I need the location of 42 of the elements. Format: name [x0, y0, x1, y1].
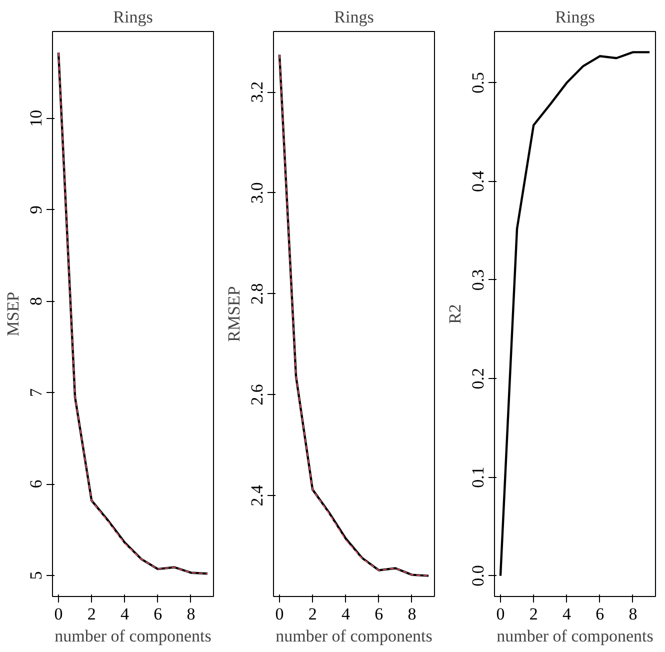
- y-axis-title: RMSEP: [224, 286, 244, 342]
- y-tick-label: 2.8: [248, 283, 266, 304]
- y-tick-label: 0.4: [468, 170, 488, 192]
- y-axis-title: MSEP: [4, 292, 22, 336]
- x-axis-title: number of components: [54, 626, 212, 646]
- y-tick-label: 8: [26, 296, 46, 306]
- y-tick-label: 2.6: [248, 384, 266, 406]
- x-tick-label: 8: [628, 604, 638, 624]
- x-tick-label: 6: [154, 604, 162, 624]
- chart-title: Rings: [334, 8, 374, 26]
- y-axis-title: R2: [446, 304, 464, 324]
- x-tick-label: 8: [186, 604, 196, 624]
- y-tick-label: 7: [26, 388, 46, 397]
- y-tick-label: 5: [26, 571, 46, 580]
- line-series: [499, 51, 651, 577]
- y-tick-label: 0.3: [468, 269, 488, 291]
- x-tick-label: 0: [54, 604, 63, 624]
- x-tick-label: 2: [87, 604, 96, 624]
- x-axis-title: number of components: [276, 626, 432, 646]
- x-tick-label: 2: [529, 604, 538, 624]
- y-tick-label: 3.2: [248, 81, 266, 103]
- chart-title: Rings: [555, 8, 595, 26]
- y-tick-label: 6: [26, 480, 46, 488]
- x-axis-title: number of components: [496, 626, 654, 646]
- x-tick-label: 2: [308, 604, 317, 624]
- y-tick-label: 0.1: [468, 466, 488, 488]
- y-tick-label: 0.2: [468, 368, 488, 390]
- x-tick-label: 4: [120, 604, 130, 624]
- y-tick-label: 9: [26, 206, 46, 214]
- x-tick-label: 4: [341, 604, 350, 624]
- y-tick-label: 0.5: [468, 72, 488, 94]
- x-tick-label: 6: [596, 604, 604, 624]
- y-tick-label: 10: [26, 110, 46, 127]
- x-tick-label: 0: [496, 604, 505, 624]
- y-tick-label: 2.4: [248, 484, 266, 506]
- y-tick-label: 0.0: [468, 565, 488, 586]
- x-tick-label: 8: [408, 604, 416, 624]
- x-tick-label: 4: [562, 604, 572, 624]
- chart-title: Rings: [113, 8, 153, 26]
- y-tick-label: 3.0: [248, 182, 266, 204]
- x-tick-label: 0: [275, 604, 284, 624]
- x-tick-label: 6: [374, 604, 384, 624]
